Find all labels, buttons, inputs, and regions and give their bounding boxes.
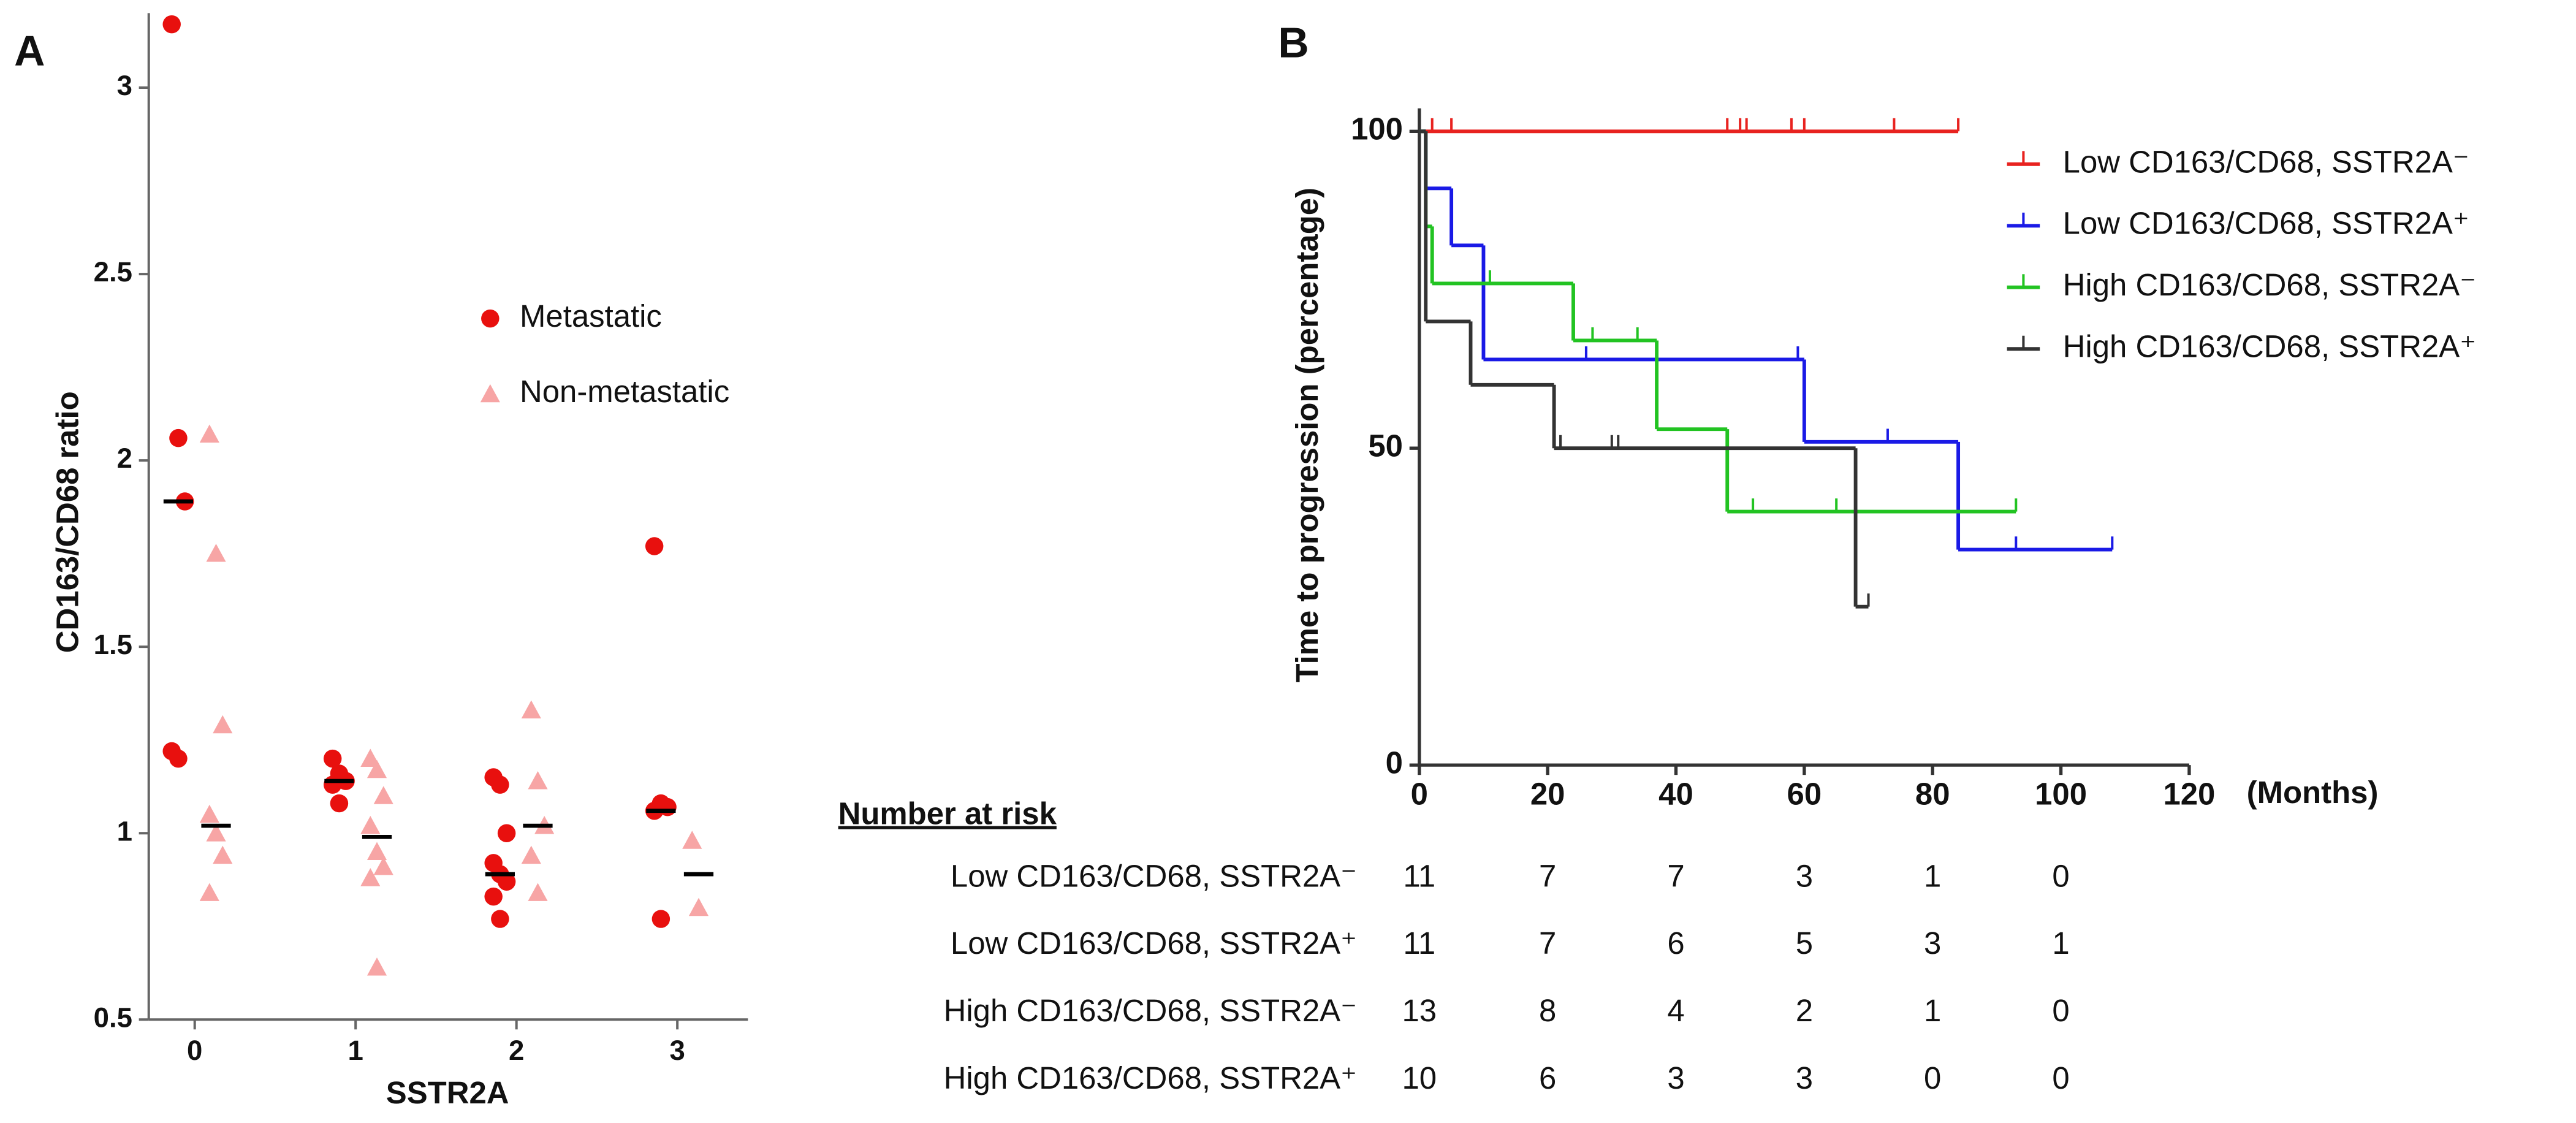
risk-count: 7 bbox=[1667, 858, 1684, 893]
data-point bbox=[323, 775, 342, 794]
data-point bbox=[367, 842, 387, 861]
data-point bbox=[497, 872, 516, 891]
risk-count: 3 bbox=[1667, 1060, 1684, 1095]
data-point bbox=[360, 815, 381, 834]
y-tick-label: 50 bbox=[1368, 428, 1403, 463]
risk-table-title: Number at risk bbox=[838, 796, 1057, 831]
x-tick-label: 60 bbox=[1787, 776, 1822, 811]
x-tick-label: 80 bbox=[1915, 776, 1950, 811]
data-point bbox=[169, 428, 188, 447]
x-tick-label: 0 bbox=[1411, 776, 1428, 811]
risk-count: 8 bbox=[1539, 993, 1556, 1028]
risk-row-label: Low CD163/CD68, SSTR2A⁺ bbox=[951, 926, 1357, 961]
risk-count: 10 bbox=[1402, 1060, 1437, 1095]
data-point bbox=[169, 749, 188, 768]
x-axis-label: SSTR2A bbox=[386, 1075, 509, 1110]
data-point bbox=[367, 759, 387, 778]
x-tick-label: 0 bbox=[187, 1035, 202, 1066]
data-point bbox=[199, 804, 219, 823]
x-axis-label: (Months) bbox=[2247, 775, 2379, 810]
risk-count: 7 bbox=[1539, 858, 1556, 893]
data-point bbox=[199, 424, 219, 443]
risk-count: 6 bbox=[1667, 926, 1684, 961]
risk-count: 0 bbox=[2052, 993, 2069, 1028]
legend-label: High CD163/CD68, SSTR2A⁻ bbox=[2063, 267, 2476, 302]
data-point bbox=[521, 700, 541, 718]
risk-count: 5 bbox=[1796, 926, 1813, 961]
data-point bbox=[323, 749, 342, 768]
data-point bbox=[213, 845, 233, 864]
legend-label: Non-metastatic bbox=[520, 374, 729, 409]
y-tick-label: 1 bbox=[117, 815, 132, 847]
risk-count: 1 bbox=[1924, 858, 1941, 893]
data-point bbox=[330, 794, 349, 813]
data-point bbox=[484, 887, 503, 906]
risk-count: 1 bbox=[1924, 993, 1941, 1028]
risk-count: 0 bbox=[1924, 1060, 1941, 1095]
legend-label: Low CD163/CD68, SSTR2A⁻ bbox=[2063, 144, 2469, 179]
data-point bbox=[682, 831, 702, 849]
risk-row-label: Low CD163/CD68, SSTR2A⁻ bbox=[951, 858, 1357, 893]
legend-marker bbox=[481, 309, 500, 328]
data-point bbox=[688, 897, 709, 916]
y-tick-label: 0.5 bbox=[94, 1002, 132, 1033]
data-point bbox=[373, 786, 393, 804]
panel-label: B bbox=[1278, 18, 1309, 66]
data-point bbox=[367, 957, 387, 976]
x-tick-label: 1 bbox=[348, 1035, 363, 1066]
y-tick-label: 100 bbox=[1351, 112, 1403, 147]
risk-count: 0 bbox=[2052, 858, 2069, 893]
data-point bbox=[162, 15, 181, 34]
y-tick-label: 2 bbox=[117, 443, 132, 474]
risk-count: 3 bbox=[1924, 926, 1941, 961]
data-point bbox=[360, 868, 381, 886]
legend-marker bbox=[480, 384, 500, 403]
risk-count: 11 bbox=[1403, 858, 1435, 893]
data-point bbox=[521, 845, 541, 864]
x-tick-label: 2 bbox=[509, 1035, 524, 1066]
x-tick-label: 100 bbox=[2035, 776, 2087, 811]
risk-count: 3 bbox=[1796, 858, 1813, 893]
x-tick-label: 3 bbox=[669, 1035, 685, 1066]
y-tick-label: 3 bbox=[117, 70, 132, 101]
x-tick-label: 120 bbox=[2163, 776, 2215, 811]
legend-label: Low CD163/CD68, SSTR2A⁺ bbox=[2063, 206, 2469, 241]
risk-count: 1 bbox=[2052, 926, 2069, 961]
y-tick-label: 2.5 bbox=[94, 256, 132, 287]
legend-label: High CD163/CD68, SSTR2A⁺ bbox=[2063, 329, 2476, 364]
data-point bbox=[360, 748, 381, 767]
data-point bbox=[491, 775, 509, 794]
risk-count: 6 bbox=[1539, 1060, 1556, 1095]
data-point bbox=[497, 824, 516, 842]
data-point bbox=[373, 856, 393, 875]
risk-count: 4 bbox=[1667, 993, 1684, 1028]
data-point bbox=[491, 910, 509, 928]
risk-count: 7 bbox=[1539, 926, 1556, 961]
risk-count: 3 bbox=[1796, 1060, 1813, 1095]
y-tick-label: 1.5 bbox=[94, 629, 132, 660]
y-tick-label: 0 bbox=[1386, 745, 1403, 780]
legend-label: Metastatic bbox=[520, 299, 662, 333]
risk-count: 13 bbox=[1402, 993, 1437, 1028]
data-point bbox=[213, 715, 233, 734]
risk-count: 2 bbox=[1796, 993, 1813, 1028]
y-axis-label: CD163/CD68 ratio bbox=[50, 391, 85, 653]
panel-label: A bbox=[14, 27, 45, 75]
x-tick-label: 20 bbox=[1530, 776, 1565, 811]
y-axis-label: Time to progression (percentage) bbox=[1290, 188, 1324, 683]
risk-count: 0 bbox=[2052, 1060, 2069, 1095]
x-tick-label: 40 bbox=[1658, 776, 1693, 811]
data-point bbox=[206, 823, 226, 842]
risk-row-label: High CD163/CD68, SSTR2A⁺ bbox=[944, 1060, 1357, 1095]
data-point bbox=[652, 910, 671, 928]
risk-count: 11 bbox=[1403, 926, 1435, 961]
data-point bbox=[645, 537, 664, 555]
data-point bbox=[199, 883, 219, 901]
data-point bbox=[528, 883, 548, 901]
risk-row-label: High CD163/CD68, SSTR2A⁻ bbox=[944, 993, 1357, 1028]
data-point bbox=[206, 544, 226, 562]
data-point bbox=[528, 771, 548, 790]
